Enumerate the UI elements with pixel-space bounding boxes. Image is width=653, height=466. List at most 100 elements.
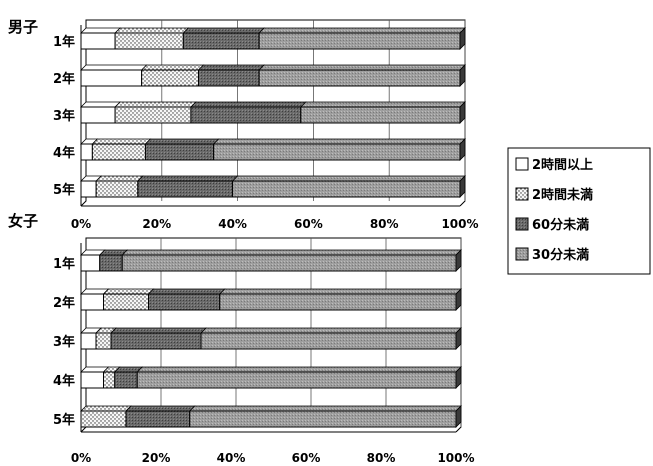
legend: 2時間以上 2時間未満 60分未満 30分未満: [507, 147, 651, 275]
bar-top-face: [114, 27, 190, 34]
x-tick-label: 0%: [71, 217, 91, 231]
y-category-label: 5年: [53, 412, 75, 428]
plot-area-frame: [80, 19, 466, 207]
x-tick-label: 20%: [142, 451, 171, 465]
bar-segment-seg-2h-under: [95, 180, 139, 198]
bar-end-face: [455, 288, 462, 311]
bar-top-face: [197, 64, 266, 71]
bar-segment-seg-60m-under: [99, 254, 123, 272]
bar-segment-seg-2h-over: [80, 106, 116, 124]
bar-segment-seg-2h-over: [80, 180, 97, 198]
bar-end-face: [455, 405, 462, 428]
bar-top-face: [144, 138, 220, 145]
bar-top-face: [136, 366, 462, 373]
x-tick-label: 60%: [292, 451, 321, 465]
bar-segment-seg-2h-over: [80, 293, 104, 311]
legend-label-60m-under: 60分未満: [532, 217, 589, 233]
y-category-label: 3年: [53, 334, 75, 350]
bar-top-face: [80, 27, 122, 34]
bar-top-face: [189, 101, 307, 108]
x-tick-label: 40%: [218, 217, 247, 231]
bar-segment-seg-30m-under: [219, 293, 457, 311]
bar-top-face: [258, 27, 466, 34]
bar-top-face: [121, 249, 462, 256]
bar-top-face: [110, 327, 207, 334]
bar-segment-seg-2h-under: [95, 332, 112, 350]
legend-label-30m-under: 30分未満: [532, 247, 589, 263]
x-tick-label: 20%: [142, 217, 171, 231]
bar-segment-seg-30m-under: [121, 254, 457, 272]
bar-top-face: [182, 27, 266, 34]
bar-top-face: [258, 64, 466, 71]
bar-segment-seg-2h-over: [80, 32, 116, 50]
bar-segment-seg-2h-over: [80, 332, 97, 350]
legend-swatch-60m-under: [515, 217, 529, 231]
plot-area-frame: [80, 237, 462, 433]
legend-swatch-2h-over: [515, 157, 529, 171]
bar-top-face: [80, 64, 148, 71]
bar-top-face: [147, 288, 226, 295]
bar-segment-seg-60m-under: [144, 143, 215, 161]
bar-segment-seg-30m-under: [258, 69, 461, 87]
bar-segment-seg-60m-under: [114, 371, 138, 389]
bar-segment-seg-30m-under: [300, 106, 461, 124]
bar-top-face: [125, 405, 196, 412]
bar-segment-seg-2h-over: [80, 69, 143, 87]
bar-segment-seg-30m-under: [213, 143, 461, 161]
y-category-label: 2年: [53, 295, 75, 311]
bar-end-face: [459, 138, 466, 161]
bar-segment-seg-2h-under: [114, 106, 192, 124]
bar-segment-seg-60m-under: [190, 106, 302, 124]
bar-segment-seg-2h-under: [80, 410, 127, 428]
bar-segment-seg-60m-under: [182, 32, 260, 50]
bar-top-face: [299, 101, 466, 108]
bar-end-face: [459, 175, 466, 198]
bar-end-face: [459, 27, 466, 50]
legend-swatch-2h-under: [515, 187, 529, 201]
bar-segment-seg-2h-over: [80, 143, 93, 161]
bar-segment-seg-2h-over: [80, 254, 101, 272]
bar-top-face: [95, 175, 144, 182]
bar-top-face: [218, 288, 462, 295]
bar-top-face: [231, 175, 466, 182]
bar-end-face: [459, 64, 466, 87]
bar-top-face: [212, 138, 466, 145]
bar-segment-seg-30m-under: [258, 32, 461, 50]
bar-segment-seg-60m-under: [137, 180, 234, 198]
x-tick-label: 0%: [71, 451, 91, 465]
bar-segment-seg-60m-under: [197, 69, 260, 87]
bar-end-face: [455, 327, 462, 350]
bar-end-face: [455, 366, 462, 389]
legend-frame: [507, 147, 651, 275]
y-category-label: 5年: [53, 182, 75, 198]
bar-end-face: [459, 101, 466, 124]
bar-segment-seg-60m-under: [125, 410, 191, 428]
bar-top-face: [80, 405, 132, 412]
x-tick-label: 80%: [370, 217, 399, 231]
bar-segment-seg-2h-over: [80, 371, 104, 389]
x-tick-label: 60%: [294, 217, 323, 231]
panel-title-boys: 男子: [8, 18, 38, 36]
bar-top-face: [200, 327, 462, 334]
bar-top-face: [188, 405, 462, 412]
bar-segment-seg-2h-under: [103, 371, 116, 389]
x-tick-label: 100%: [437, 451, 474, 465]
y-category-label: 2年: [53, 71, 75, 87]
bar-segment-seg-60m-under: [148, 293, 221, 311]
bar-top-face: [102, 288, 155, 295]
y-category-label: 4年: [53, 373, 75, 389]
bar-segment-seg-30m-under: [136, 371, 457, 389]
y-category-label: 1年: [53, 256, 75, 272]
bar-top-face: [80, 101, 122, 108]
legend-swatch-30m-under: [515, 247, 529, 261]
chart-panel-girls: 0% 20% 40% 60% 80% 100% 1年 2年 3年 4年 5年: [53, 237, 475, 465]
bar-top-face: [136, 175, 239, 182]
y-category-label: 4年: [53, 145, 75, 161]
bar-segment-seg-2h-under: [103, 293, 149, 311]
chart-panel-boys: 0% 20% 40% 60% 80% 100% 1年 2年 3年 4年 5年: [53, 19, 479, 231]
y-category-label: 1年: [53, 34, 75, 50]
x-tick-label: 100%: [441, 217, 478, 231]
x-tick-label: 40%: [217, 451, 246, 465]
legend-label-2h-under: 2時間未満: [532, 187, 593, 203]
